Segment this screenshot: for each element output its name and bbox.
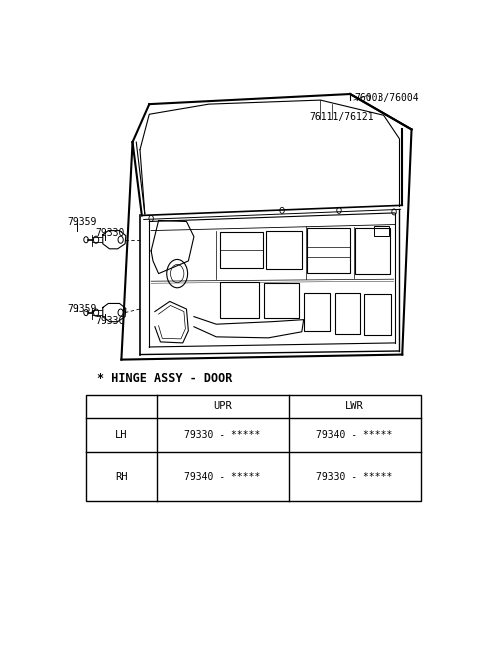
Text: 79359: 79359: [67, 304, 97, 314]
Text: 76003/76004: 76003/76004: [354, 93, 419, 103]
Text: UPR: UPR: [213, 401, 232, 411]
Text: LH: LH: [115, 430, 128, 440]
Bar: [335, 293, 360, 334]
Text: 79340 - *****: 79340 - *****: [316, 430, 393, 440]
Bar: [266, 231, 302, 269]
Text: RH: RH: [115, 472, 128, 482]
Text: LWR: LWR: [345, 401, 364, 411]
Bar: [355, 227, 390, 274]
Text: * HINGE ASSY - DOOR: * HINGE ASSY - DOOR: [97, 372, 233, 385]
Bar: [364, 294, 391, 335]
Text: 79340 - *****: 79340 - *****: [184, 472, 261, 482]
Bar: [374, 225, 389, 236]
Text: 79330 - *****: 79330 - *****: [184, 430, 261, 440]
Bar: [220, 283, 259, 317]
Text: 79359: 79359: [67, 217, 97, 227]
Bar: [264, 283, 299, 317]
Bar: [304, 293, 330, 330]
Bar: [307, 227, 350, 273]
Bar: [86, 395, 421, 501]
Text: 79330 - *****: 79330 - *****: [316, 472, 393, 482]
Text: 76111/76121: 76111/76121: [309, 112, 374, 122]
Text: 79330: 79330: [96, 228, 125, 238]
Text: 7933C: 7933C: [96, 315, 125, 326]
